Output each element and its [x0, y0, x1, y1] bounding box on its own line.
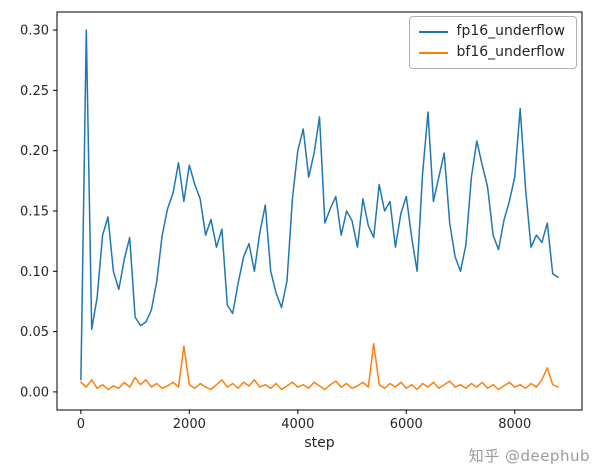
legend-label-bf16: bf16_underflow [456, 44, 565, 61]
x-tick-label: 2000 [173, 417, 206, 432]
legend: fp16_underflow bf16_underflow [408, 16, 577, 69]
y-tick-label: 0.00 [20, 385, 49, 400]
y-tick-label: 0.15 [20, 205, 49, 220]
x-tick-label: 6000 [390, 417, 423, 432]
bf16_underflow-line [80, 342, 559, 391]
y-tick-label: 0.10 [20, 265, 49, 280]
x-tick-label: 4000 [281, 417, 314, 432]
y-tick-label: 0.05 [20, 325, 49, 340]
x-axis-label: step [304, 435, 335, 451]
legend-item-bf16: bf16_underflow [418, 44, 565, 61]
watermark: 知乎 @deephub [468, 447, 590, 465]
plot-border [56, 11, 583, 411]
x-tick-label: 0 [77, 417, 85, 432]
legend-label-fp16: fp16_underflow [456, 23, 565, 39]
y-tick-label: 0.20 [20, 144, 49, 159]
y-tick-label: 0.25 [20, 84, 49, 99]
fp16-line-sample [418, 30, 448, 33]
x-tick-label: 8000 [498, 417, 531, 432]
bf16-line-sample [418, 52, 448, 55]
y-tick-label: 0.30 [20, 24, 49, 39]
fp16_underflow-line [80, 29, 559, 381]
legend-item-fp16: fp16_underflow [418, 23, 565, 39]
